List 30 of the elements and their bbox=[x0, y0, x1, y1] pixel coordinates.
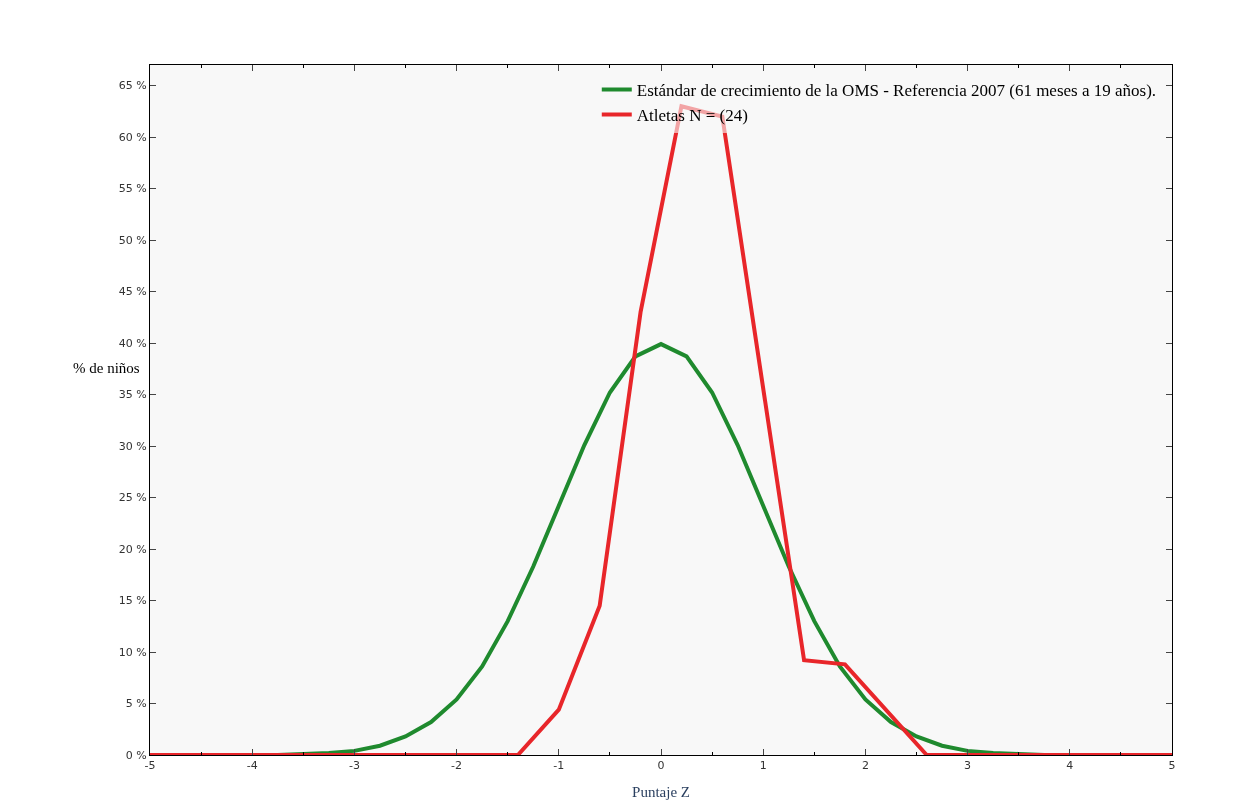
y-axis-title: % de niños bbox=[73, 360, 140, 376]
x-tick-label: 0 bbox=[657, 759, 665, 773]
y-tick-label: 40 % bbox=[118, 336, 147, 350]
y-tick-label: 10 % bbox=[118, 645, 147, 659]
y-tick-label: 60 % bbox=[118, 130, 147, 144]
y-tick-label: 65 % bbox=[118, 79, 147, 93]
x-tick-label: 5 bbox=[1168, 759, 1176, 773]
x-tick-label: -1 bbox=[553, 759, 565, 773]
x-tick-label: 4 bbox=[1066, 759, 1074, 773]
x-tick-label: -2 bbox=[451, 759, 463, 773]
y-tick-label: 0 % bbox=[125, 748, 147, 762]
y-tick-label: 55 % bbox=[118, 182, 147, 196]
y-tick-label: 5 % bbox=[125, 697, 147, 711]
legend-label: Estándar de crecimiento de la OMS - Referencia 2007 (61 meses a 19 años). bbox=[636, 81, 1157, 101]
y-tick-label: 35 % bbox=[118, 388, 147, 402]
x-tick-label: -5 bbox=[144, 759, 156, 773]
x-tick-label: -4 bbox=[246, 759, 258, 773]
x-tick-label: 2 bbox=[861, 759, 869, 773]
y-tick-label: 50 % bbox=[118, 233, 147, 247]
y-tick-label: 45 % bbox=[118, 285, 147, 299]
line-series bbox=[150, 104, 1172, 755]
x-tick-label: -3 bbox=[348, 759, 360, 773]
y-tick-label: 20 % bbox=[118, 542, 147, 556]
x-tick-label: 1 bbox=[759, 759, 767, 773]
y-tick-label: 15 % bbox=[118, 594, 147, 608]
x-tick-label: 3 bbox=[964, 759, 972, 773]
x-axis-title: Puntaje Z bbox=[632, 784, 690, 801]
legend-label: Atletas N = (24) bbox=[636, 106, 748, 126]
y-tick-label: 25 % bbox=[118, 491, 147, 505]
y-tick-label: 30 % bbox=[118, 439, 147, 453]
